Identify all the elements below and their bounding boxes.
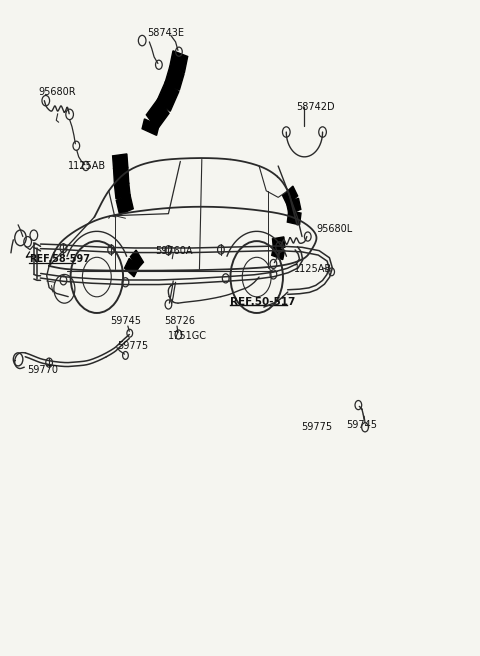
- Polygon shape: [272, 246, 285, 260]
- Text: 59775: 59775: [301, 422, 332, 432]
- Text: 59745: 59745: [110, 316, 141, 327]
- Polygon shape: [283, 186, 298, 205]
- Text: 1751GC: 1751GC: [168, 331, 207, 341]
- Polygon shape: [146, 98, 169, 130]
- Text: 1125AB: 1125AB: [68, 161, 107, 171]
- Polygon shape: [131, 250, 144, 269]
- Polygon shape: [115, 183, 130, 199]
- Polygon shape: [288, 211, 301, 225]
- Polygon shape: [142, 119, 159, 135]
- Polygon shape: [165, 66, 184, 90]
- Text: 95680L: 95680L: [316, 224, 353, 234]
- Polygon shape: [287, 198, 301, 214]
- Text: 59760A: 59760A: [155, 246, 192, 256]
- Text: 59770: 59770: [28, 365, 59, 375]
- Text: 59745: 59745: [346, 420, 377, 430]
- Text: 58726: 58726: [165, 316, 195, 327]
- Polygon shape: [113, 154, 128, 169]
- Polygon shape: [273, 237, 285, 249]
- Polygon shape: [116, 194, 133, 215]
- Text: 59775: 59775: [117, 341, 148, 352]
- Text: REF.58-597: REF.58-597: [29, 255, 90, 264]
- Text: 58743E: 58743E: [147, 28, 184, 38]
- Polygon shape: [114, 167, 129, 185]
- Polygon shape: [169, 51, 188, 73]
- Polygon shape: [157, 81, 179, 112]
- Text: 1125AB: 1125AB: [294, 264, 332, 274]
- Polygon shape: [124, 258, 139, 277]
- Text: 95680R: 95680R: [38, 87, 76, 96]
- Text: 58742D: 58742D: [296, 102, 335, 112]
- Text: REF.50-517: REF.50-517: [230, 297, 296, 307]
